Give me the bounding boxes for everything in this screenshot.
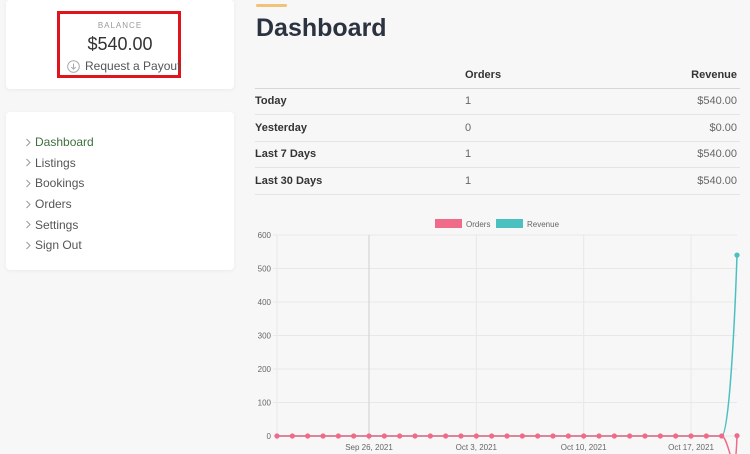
data-point [458, 433, 464, 439]
data-point [305, 433, 311, 439]
data-point [274, 433, 280, 439]
table-row: Last 30 Days 1 $540.00 [255, 168, 740, 195]
data-point [565, 433, 571, 439]
data-point [443, 433, 449, 439]
data-point [627, 433, 633, 439]
y-tick-label: 400 [258, 298, 272, 307]
data-point [688, 433, 694, 439]
page-title: Dashboard [256, 14, 387, 42]
legend-label: Revenue [527, 220, 560, 229]
data-point [489, 433, 495, 439]
data-point [473, 433, 479, 439]
sidebar-item-orders[interactable]: Orders [25, 194, 94, 215]
table-row: Yesterday 0 $0.00 [255, 115, 740, 142]
table-header-row: Orders Revenue [255, 62, 740, 89]
data-point [550, 433, 556, 439]
data-point [657, 433, 663, 439]
column-header-revenue: Revenue [691, 68, 737, 81]
period-cell: Last 30 Days [255, 174, 323, 187]
download-circle-icon [67, 59, 80, 73]
data-point [734, 433, 740, 439]
data-point [611, 433, 617, 439]
revenue-cell: $540.00 [697, 148, 737, 161]
period-cell: Yesterday [255, 121, 307, 134]
chevron-right-icon [25, 241, 35, 250]
sidebar-item-label: Sign Out [35, 238, 82, 253]
sidebar-item-label: Bookings [35, 176, 85, 191]
chevron-right-icon [25, 200, 35, 209]
sidebar-item-listings[interactable]: Listings [25, 153, 94, 174]
data-point [320, 433, 326, 439]
balance-highlight-box [57, 11, 181, 78]
data-point [381, 433, 387, 439]
table-row: Last 7 Days 1 $540.00 [255, 142, 740, 168]
sidebar-item-label: Settings [35, 217, 79, 232]
legend-swatch [435, 219, 462, 228]
revenue-cell: $540.00 [697, 174, 737, 187]
title-accent-bar [256, 4, 287, 7]
sidebar-item-label: Orders [35, 197, 72, 212]
chevron-right-icon [25, 220, 35, 229]
revenue-cell: $540.00 [697, 95, 737, 108]
orders-cell: 0 [465, 121, 472, 134]
sidebar-item-label: Dashboard [35, 135, 94, 150]
table-row: Today 1 $540.00 [255, 89, 740, 115]
data-point [397, 433, 403, 439]
orders-cell: 1 [465, 95, 472, 108]
y-tick-label: 100 [258, 399, 272, 408]
data-point [581, 433, 587, 439]
sidebar-item-sign-out[interactable]: Sign Out [25, 235, 94, 256]
balance-amount: $540.00 [87, 34, 153, 54]
y-tick-label: 300 [258, 332, 272, 341]
legend-swatch [496, 219, 523, 228]
balance-caption: BALANCE [97, 21, 143, 30]
sidebar-nav: Dashboard Listings Bookings Orders Setti… [6, 112, 234, 270]
data-point [289, 433, 295, 439]
data-point [412, 433, 418, 439]
chevron-right-icon [25, 138, 35, 147]
chevron-right-icon [25, 158, 35, 167]
orders-cell: 1 [465, 148, 472, 161]
data-point [504, 433, 510, 439]
data-point [596, 433, 602, 439]
series-line [277, 255, 738, 437]
chart-svg: 0 100 200 300 400 500 600 Sep 26, 2021 Oct 3, 20… [258, 219, 740, 454]
x-tick-label: Oct 3, 2021 [456, 443, 498, 452]
data-point [351, 433, 357, 439]
y-tick-label: 200 [258, 365, 272, 374]
y-tick-label: 600 [258, 231, 272, 240]
sidebar-item-label: Listings [35, 155, 76, 170]
revenue-cell: $0.00 [709, 121, 737, 134]
data-point [366, 433, 372, 439]
balance-card: BALANCE $540.00 Request a Payout [6, 0, 234, 89]
column-header-orders: Orders [465, 68, 502, 81]
y-tick-label: 500 [258, 265, 272, 274]
data-point [519, 433, 525, 439]
data-point [335, 433, 341, 439]
y-tick-label: 0 [267, 432, 272, 441]
data-point [427, 433, 433, 439]
period-cell: Today [255, 95, 287, 108]
payout-label: Request a Payout [85, 59, 181, 73]
request-payout-link[interactable]: Request a Payout [67, 59, 180, 73]
data-point [734, 252, 740, 258]
orders-cell: 1 [465, 174, 472, 187]
x-tick-label: Oct 10, 2021 [561, 443, 607, 452]
sidebar-item-bookings[interactable]: Bookings [25, 173, 94, 194]
data-point [673, 433, 679, 439]
sidebar-item-dashboard[interactable]: Dashboard [25, 132, 94, 153]
period-cell: Last 7 Days [255, 148, 317, 161]
x-tick-label: Sep 26, 2021 [345, 443, 393, 452]
stats-table: Orders Revenue Today 1 $540.00 Yesterday… [255, 62, 740, 195]
data-point [719, 433, 725, 439]
sidebar-item-settings[interactable]: Settings [25, 214, 94, 235]
data-point [642, 433, 648, 439]
data-point [703, 433, 709, 439]
x-tick-label: Oct 17, 2021 [668, 443, 714, 452]
orders-revenue-chart: 0 100 200 300 400 500 600 Sep 26, 2021 Oct 3, 20… [250, 210, 750, 454]
legend-label: Orders [466, 220, 490, 229]
data-point [535, 433, 541, 439]
chevron-right-icon [25, 179, 35, 188]
